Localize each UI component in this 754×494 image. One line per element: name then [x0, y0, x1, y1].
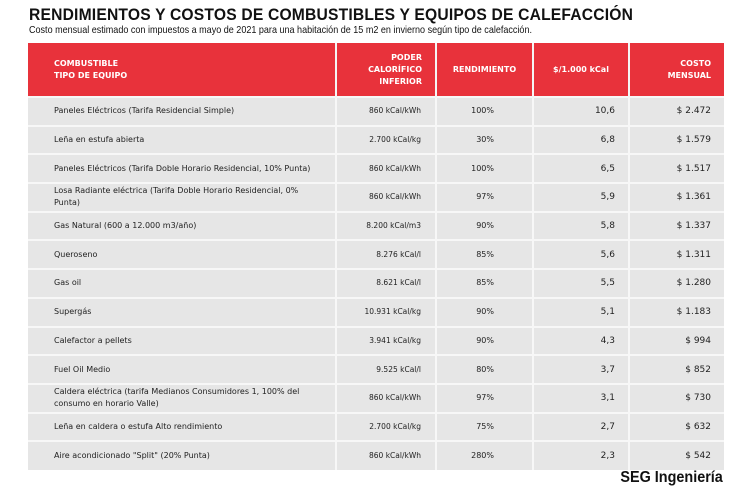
cell-efficiency: 90%	[435, 325, 533, 356]
cell-efficiency: 75%	[435, 411, 533, 442]
cell-calorific: 10.931 kCal/kg	[335, 296, 436, 327]
cell-cost: $ 632	[628, 411, 724, 442]
cell-calorific: 8.276 kCal/l	[335, 239, 436, 270]
cell-fuel: Calefactor a pellets	[28, 325, 336, 356]
cell-fuel: Paneles Eléctricos (Tarifa Residencial S…	[28, 96, 336, 126]
table-row: Paneles Eléctricos (Tarifa Doble Horario…	[28, 153, 724, 184]
cell-calorific: 8.621 kCal/l	[335, 268, 436, 298]
cell-cost: $ 1.280	[628, 268, 724, 298]
page-subtitle: Costo mensual estimado con impuestos a m…	[29, 24, 532, 36]
header-calorific-line1: PODER	[391, 52, 422, 62]
cell-cost: $ 1.361	[628, 182, 724, 212]
cell-fuel: Leña en estufa abierta	[28, 124, 336, 155]
cell-per-kcal: 4,3	[532, 325, 629, 356]
cell-per-kcal: 3,1	[532, 382, 629, 413]
table-row: Fuel Oil Medio 9.525 kCal/l 80% 3,7 $ 852	[28, 354, 724, 384]
cell-cost: $ 1.183	[628, 296, 724, 327]
cell-per-kcal: 6,5	[532, 153, 629, 184]
cell-efficiency: 100%	[435, 96, 533, 126]
table-row: Queroseno 8.276 kCal/l 85% 5,6 $ 1.311	[28, 239, 724, 270]
header-cost-line2: MENSUAL	[667, 70, 711, 80]
credit-label: SEG Ingeniería	[620, 469, 723, 486]
cell-cost: $ 852	[628, 354, 724, 384]
cell-efficiency: 97%	[435, 382, 533, 413]
cell-cost: $ 994	[628, 325, 724, 356]
header-fuel-line1: COMBUSTIBLE	[54, 58, 119, 68]
cell-efficiency: 100%	[435, 153, 533, 184]
cell-per-kcal: 2,3	[532, 440, 629, 470]
header-calorific-line2: CALORÍFICO	[368, 64, 422, 74]
cell-per-kcal: 2,7	[532, 411, 629, 442]
table-header-row: COMBUSTIBLE TIPO DE EQUIPO PODER CALORÍF…	[28, 43, 724, 97]
cell-calorific: 860 kCal/kWh	[335, 440, 436, 470]
cell-cost: $ 1.517	[628, 153, 724, 184]
cell-efficiency: 280%	[435, 440, 533, 470]
page-title: RENDIMIENTOS Y COSTOS DE COMBUSTIBLES Y …	[29, 5, 634, 24]
costs-table: COMBUSTIBLE TIPO DE EQUIPO PODER CALORÍF…	[28, 43, 724, 470]
cell-fuel: Leña en caldera o estufa Alto rendimient…	[28, 411, 336, 442]
cell-efficiency: 80%	[435, 354, 533, 384]
cell-cost: $ 1.579	[628, 124, 724, 155]
cell-per-kcal: 5,8	[532, 210, 629, 241]
header-efficiency: RENDIMIENTO	[435, 43, 533, 97]
cell-fuel: Gas Natural (600 a 12.000 m3/año)	[28, 210, 336, 241]
cell-calorific: 2.700 kCal/kg	[335, 124, 436, 155]
table-row: Leña en caldera o estufa Alto rendimient…	[28, 411, 724, 442]
cell-per-kcal: 5,9	[532, 182, 629, 212]
cell-efficiency: 85%	[435, 268, 533, 298]
cell-efficiency: 30%	[435, 124, 533, 155]
cell-per-kcal: 5,5	[532, 268, 629, 298]
cell-efficiency: 85%	[435, 239, 533, 270]
header-calorific-line3: INFERIOR	[379, 76, 422, 86]
cell-fuel: Paneles Eléctricos (Tarifa Doble Horario…	[28, 153, 336, 184]
cell-fuel: Supergás	[28, 296, 336, 327]
cell-efficiency: 90%	[435, 296, 533, 327]
header-fuel-line2: TIPO DE EQUIPO	[54, 70, 128, 80]
header-cost: COSTO MENSUAL	[628, 43, 724, 97]
cell-calorific: 860 kCal/kWh	[335, 382, 436, 413]
cell-calorific: 860 kCal/kWh	[335, 153, 436, 184]
cell-cost: $ 1.311	[628, 239, 724, 270]
cell-fuel: Losa Radiante eléctrica (Tarifa Doble Ho…	[28, 182, 336, 212]
cell-per-kcal: 6,8	[532, 124, 629, 155]
table-row: Gas oil 8.621 kCal/l 85% 5,5 $ 1.280	[28, 268, 724, 298]
header-cost-line1: COSTO	[680, 58, 711, 68]
cell-per-kcal: 3,7	[532, 354, 629, 384]
cell-per-kcal: 5,6	[532, 239, 629, 270]
cell-calorific: 8.200 kCal/m3	[335, 210, 436, 241]
cell-cost: $ 542	[628, 440, 724, 470]
cell-efficiency: 90%	[435, 210, 533, 241]
cell-calorific: 9.525 kCal/l	[335, 354, 436, 384]
cell-fuel: Caldera eléctrica (tarifa Medianos Consu…	[28, 382, 336, 413]
header-fuel: COMBUSTIBLE TIPO DE EQUIPO	[28, 43, 336, 97]
cell-calorific: 2.700 kCal/kg	[335, 411, 436, 442]
cell-fuel: Queroseno	[28, 239, 336, 270]
cell-fuel: Fuel Oil Medio	[28, 354, 336, 384]
table-body: Paneles Eléctricos (Tarifa Residencial S…	[28, 96, 724, 470]
cell-fuel: Aire acondicionado "Split" (20% Punta)	[28, 440, 336, 470]
cell-calorific: 860 kCal/kWh	[335, 182, 436, 212]
cell-cost: $ 2.472	[628, 96, 724, 126]
header-calorific: PODER CALORÍFICO INFERIOR	[335, 43, 436, 97]
table-row: Paneles Eléctricos (Tarifa Residencial S…	[28, 96, 724, 126]
cell-cost: $ 730	[628, 382, 724, 413]
table-row: Aire acondicionado "Split" (20% Punta) 86…	[28, 440, 724, 470]
cell-efficiency: 97%	[435, 182, 533, 212]
cell-calorific: 860 kCal/kWh	[335, 96, 436, 126]
table-row: Supergás 10.931 kCal/kg 90% 5,1 $ 1.183	[28, 296, 724, 327]
cell-per-kcal: 5,1	[532, 296, 629, 327]
table-row: Losa Radiante eléctrica (Tarifa Doble Ho…	[28, 182, 724, 212]
table-row: Calefactor a pellets 3.941 kCal/kg 90% 4,3 $…	[28, 325, 724, 356]
header-per-kcal: $/1.000 kCal	[532, 43, 629, 97]
cell-per-kcal: 10,6	[532, 96, 629, 126]
cell-calorific: 3.941 kCal/kg	[335, 325, 436, 356]
cell-cost: $ 1.337	[628, 210, 724, 241]
table-row: Leña en estufa abierta 2.700 kCal/kg 30% 6,…	[28, 124, 724, 155]
table-row: Gas Natural (600 a 12.000 m3/año) 8.200 k…	[28, 210, 724, 241]
table-row: Caldera eléctrica (tarifa Medianos Consu…	[28, 382, 724, 413]
cell-fuel: Gas oil	[28, 268, 336, 298]
